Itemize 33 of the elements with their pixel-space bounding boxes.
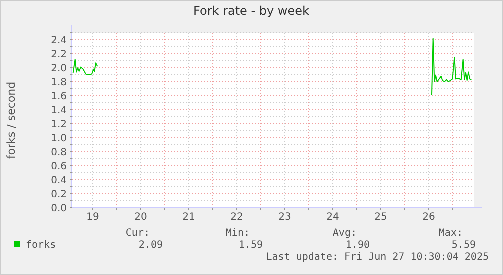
y-tick-label: 2.2 [51,50,67,60]
y-tick-label: 1.0 [51,134,67,144]
y-tick-label: 0.6 [51,162,67,172]
y-tick-label: 0.2 [51,190,67,200]
text: 2.09 [138,240,163,251]
x-tick-label: 26 [422,212,436,223]
text: 1.90 [346,240,370,251]
text: Last update: Fri Jun 27 10:30:04 2025 [266,252,489,263]
x-tick-label: 20 [134,212,148,223]
legend-label: forks [26,240,56,251]
text: Cur: [126,228,150,239]
x-tick-label: 23 [278,212,292,223]
x-tick-label: 22 [230,212,244,223]
x-tick-label: 21 [182,212,196,223]
text: Max: [438,228,463,239]
text: 1.59 [238,240,263,251]
text: Avg: [332,228,357,239]
y-tick-label: 1.2 [51,120,67,130]
y-tick-label: 1.8 [51,78,67,88]
y-tick-label: 0.8 [51,148,67,158]
y-axis-title: forks / second [5,82,18,160]
y-tick-label: 2.0 [51,64,67,74]
y-tick-label: 1.6 [51,92,67,102]
x-tick-label: 25 [374,212,388,223]
y-tick-label: 0.4 [51,176,67,186]
x-tick-label: 24 [326,212,340,223]
chart-title: Fork rate - by week [194,4,310,18]
y-tick-label: 0.0 [51,204,67,214]
y-tick-label: 2.4 [51,36,67,46]
text: Min: [226,228,250,239]
x-tick-label: 19 [86,212,100,223]
y-tick-label: 1.4 [51,106,67,116]
text: 5.59 [452,240,476,251]
